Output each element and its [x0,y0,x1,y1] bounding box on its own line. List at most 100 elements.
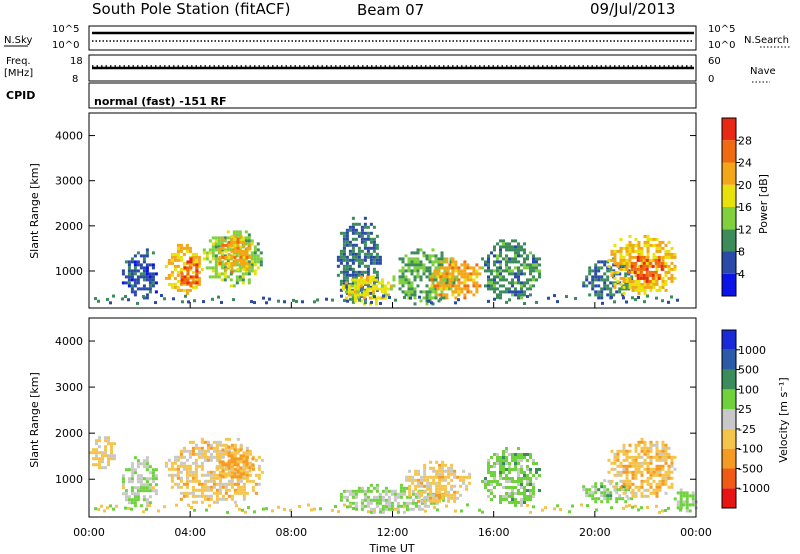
power-echo-cell [625,258,629,262]
velocity-echo-cell [360,489,364,493]
velocity-echo-cell [109,504,112,508]
velocity-echo-cell [405,501,409,505]
power-echo-cell [657,261,661,265]
power-echo-cell [127,266,131,270]
velocity-echo-cell [594,482,598,486]
power-echo-cell [242,267,246,271]
power-echo-cell [449,260,453,264]
power-echo-cell [610,273,614,277]
power-echo-cell [220,251,224,255]
velocity-echo-cell [438,496,442,500]
velocity-echo-cell [508,486,511,489]
power-echo-cell [517,248,520,252]
power-echo-cell [366,264,370,268]
power-echo-cell [226,236,230,240]
velocity-echo-cell [417,495,421,499]
velocity-echo-cell [206,449,210,453]
velocity-echo-cell [679,506,683,510]
power-echo-cell [211,248,215,252]
power-echo-cell [151,284,155,288]
velocity-echo-cell [634,476,638,480]
power-echo-cell [600,290,604,294]
power-echo-cell [436,287,440,291]
velocity-echo-cell [194,470,198,474]
velocity-echo-cell [423,478,427,482]
velocity-echo-cell [203,482,207,486]
velocity-echo-cell [200,446,204,450]
power-echo-cell [619,267,623,271]
power-echo-cell [643,282,647,286]
power-echo-cell [514,281,517,285]
power-echo-cell [366,273,370,277]
velocity-echo-cell [582,485,586,489]
velocity-echo-cell [450,469,454,473]
power-echo-cell [248,246,252,250]
power-echo-cell [514,248,517,252]
power-echo-cell [392,278,396,282]
power-echo-cell [511,278,514,282]
power-echo-cell [517,269,520,273]
velocity-echo-cell [499,495,502,498]
power-echo-cell [351,246,355,250]
power-echo-cell [633,261,637,265]
velocity-echo-cell [215,452,219,456]
power-echo-cell [342,267,346,271]
velocity-echo-cell [649,440,653,444]
velocity-echo-cell [414,504,418,508]
velocity-echo-cell [248,479,252,483]
velocity-echo-cell [167,467,171,471]
power-echo-cell [664,270,668,274]
velocity-echo-cell [468,472,472,476]
power-echo-cell [490,281,493,285]
velocity-echo-cell [136,477,140,481]
power-echo-cell [331,298,334,302]
power-echo-cell [502,239,505,243]
power-echo-cell [197,276,201,280]
power-echo-cell [413,266,417,270]
velocity-echo-cell [649,473,653,477]
power-echo-cell [625,276,629,280]
velocity-echo-cell [194,458,198,462]
velocity-echo-cell [508,462,511,465]
power-echo-cell [148,272,152,276]
power-echo-cell [127,263,131,267]
power-echo-cell [218,261,222,265]
power-echo-cell [451,284,455,288]
power-echo-cell [247,281,251,285]
power-echo-cell [368,275,372,279]
power-echo-cell [499,293,502,297]
power-echo-cell [499,260,502,264]
velocity-echo-cell [110,454,113,458]
power-echo-cell [360,225,364,229]
velocity-echo-cell [251,463,255,467]
velocity-echo-cell [387,498,391,502]
power-echo-cell [227,243,231,247]
velocity-echo-cell [441,487,445,491]
velocity-echo-cell [145,468,149,472]
power-echo-cell [652,243,656,247]
power-echo-cell [631,246,635,250]
velocity-echo-cell [363,489,367,493]
power-echo-cell [401,269,405,273]
power-echo-cell [238,275,242,279]
velocity-echo-cell [127,506,130,510]
power-echo-cell [340,294,343,298]
power-echo-cell [481,266,484,270]
power-echo-cell [607,264,611,268]
power-echo-cell [673,264,677,268]
velocity-echo-cell [658,485,662,489]
velocity-echo-cell [139,504,143,508]
velocity-echo-cell [236,460,240,464]
power-echo-cell [176,252,180,256]
velocity-echo-cell [685,491,689,495]
power-echo-cell [176,258,180,262]
velocity-ytick-label: 3000 [55,381,83,394]
velocity-echo-cell [130,486,134,490]
velocity-echo-cell [526,489,529,492]
power-echo-cell [496,266,499,270]
power-echo-cell [439,260,443,264]
power-echo-cell [348,267,352,271]
velocity-echo-cell [176,458,180,462]
power-echo-cell [130,272,134,276]
velocity-echo-cell [517,462,520,465]
